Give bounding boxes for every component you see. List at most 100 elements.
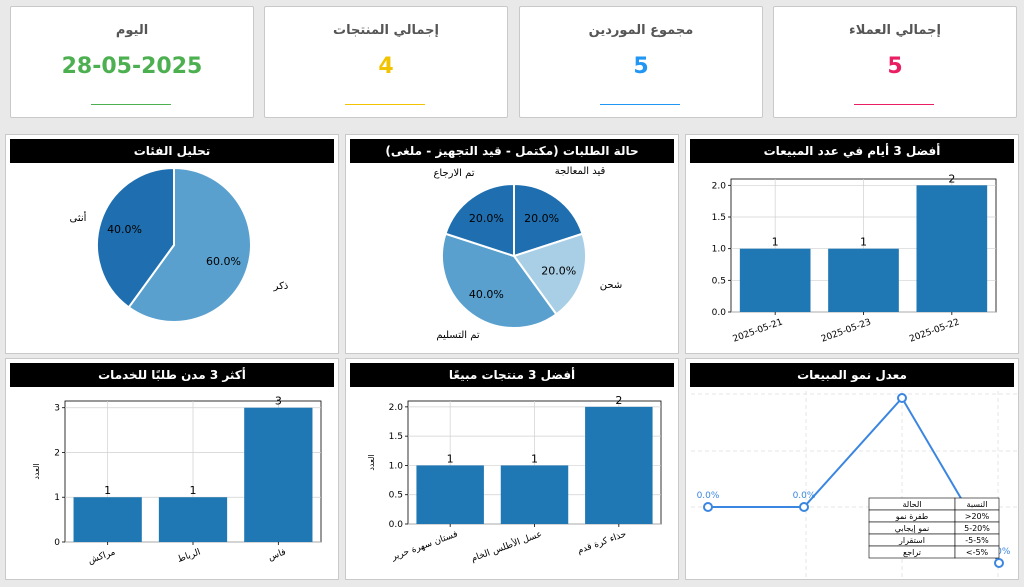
bar-value-label: 1 — [531, 452, 538, 465]
chart-top-days-bar: 0.0 0.5 1.0 1.5 2.0 1 2025-05-21 1 2025-05-23 2 20… — [712, 172, 997, 345]
stat-card-suppliers: مجموع الموردين 5 — [519, 6, 763, 118]
growth-line — [708, 396, 1000, 564]
y-tick-label: 2.0 — [389, 403, 404, 413]
stat-card-underline — [91, 104, 171, 105]
panel-title: تحليل الفئات — [10, 139, 334, 163]
pie-slice — [441, 232, 558, 329]
pie-category-label: أنثى — [70, 211, 87, 224]
pie-category-label: قيد المعالجة — [555, 166, 606, 177]
panel-order-status: 20.0% قيد المعالجة 20.0% شحن 40.0% تم التسليم… — [345, 134, 679, 354]
bar — [416, 465, 484, 524]
pie-slice — [127, 166, 252, 323]
y-tick-label: 2 — [54, 448, 60, 458]
stat-card-underline — [600, 104, 680, 105]
stat-card-underline — [854, 104, 934, 105]
y-tick-label: 0.5 — [712, 276, 726, 286]
bar — [158, 497, 228, 542]
y-tick-label: 0 — [54, 538, 60, 548]
bar — [828, 248, 899, 312]
x-tick-label: فستان سهرة حرير — [390, 529, 460, 563]
y-axis-label: العدد — [367, 454, 376, 470]
bar — [585, 406, 653, 524]
legend-table-text: نمو إيجابي — [895, 524, 929, 534]
legend-table-text: 5-20% — [964, 524, 990, 533]
stat-card-value: 5 — [887, 54, 903, 79]
legend-table-text: -5-5% — [965, 536, 989, 545]
x-tick-label: الرباط — [176, 547, 202, 565]
bar-value-label: 2 — [615, 394, 622, 407]
x-tick-label: 2025-05-23 — [820, 317, 873, 344]
x-tick-label: عسل الأطلس الخام — [469, 528, 543, 565]
chart-categories-pie: 60.0% ذكر 40.0% أنثى — [70, 166, 289, 323]
y-tick-label: 1.0 — [389, 461, 404, 471]
panel-top-cities: 0 1 2 3 1 مراكش 1 الرباط 3 فاس العدد أكثر 3 مدن طل… — [5, 358, 339, 580]
legend-table-text: النسبة — [967, 500, 988, 509]
stat-card-title: إجمالي المنتجات — [333, 23, 439, 38]
pie-value-label: 20.0% — [469, 212, 504, 225]
y-tick-label: 0.0 — [389, 520, 404, 530]
stat-card-value: 4 — [378, 54, 394, 79]
y-tick-label: 0.0 — [712, 308, 727, 318]
bar — [244, 407, 313, 542]
pie-category-label: شحن — [600, 280, 622, 291]
bar-value-label: 1 — [104, 484, 111, 497]
x-tick-label: 2025-05-22 — [908, 317, 961, 344]
y-tick-label: 0.5 — [389, 491, 403, 501]
legend-table-text: تراجع — [903, 548, 921, 557]
bar-value-label: 1 — [190, 484, 197, 497]
panel-title: أفضل 3 منتجات مبيعًا — [350, 363, 674, 387]
bar — [73, 497, 142, 542]
stat-card-title: إجمالي العملاء — [849, 23, 941, 38]
growth-point-label: 0.0% — [793, 491, 816, 501]
stat-card-underline — [345, 104, 425, 105]
growth-point — [799, 502, 809, 512]
growth-point — [994, 558, 1004, 568]
panel-categories: 60.0% ذكر 40.0% أنثى تحليل الفئات — [5, 134, 339, 354]
pie-slice — [444, 182, 515, 258]
y-axis-label: العدد — [32, 463, 41, 479]
pie-value-label: 40.0% — [107, 223, 142, 236]
legend-table-text: طفرة نمو — [895, 512, 929, 521]
x-tick-label: حذاء كرة قدم — [576, 529, 628, 556]
panel-top-days: 0.0 0.5 1.0 1.5 2.0 1 2025-05-21 1 2025-05-23 2 20… — [685, 134, 1019, 354]
bar-value-label: 1 — [772, 236, 779, 249]
pie-category-label: ذكر — [273, 281, 289, 292]
growth-point — [897, 393, 907, 403]
y-tick-label: 1.5 — [389, 432, 403, 442]
stat-card-title: اليوم — [115, 23, 149, 38]
legend-table-text: <-5% — [966, 548, 989, 557]
bar — [739, 248, 811, 312]
chart-order-status-pie: 20.0% قيد المعالجة 20.0% شحن 40.0% تم التسليم… — [433, 166, 622, 341]
pie-slice — [96, 166, 175, 309]
legend-table-text: >20% — [965, 512, 990, 521]
stat-card-value: 28-05-2025 — [61, 54, 203, 79]
growth-point-label: 0.0% — [697, 491, 720, 501]
legend-table-cell — [954, 545, 1000, 559]
stat-card-value: 5 — [633, 54, 649, 79]
x-tick-label: 2025-05-21 — [732, 317, 785, 344]
panel-title: أفضل 3 أيام في عدد المبيعات — [690, 139, 1014, 163]
stat-card-today: اليوم 28-05-2025 — [10, 6, 254, 118]
bar-value-label: 1 — [860, 236, 867, 249]
panel-title: حالة الطلبات (مكتمل - قيد التجهيز - ملغى… — [350, 139, 674, 163]
stat-card-products: إجمالي المنتجات 4 — [264, 6, 508, 118]
pie-value-label: 20.0% — [524, 212, 559, 225]
growth-point — [703, 502, 713, 512]
bar-value-label: 1 — [447, 452, 454, 465]
y-tick-label: 2.0 — [712, 181, 727, 191]
stat-card-title: مجموع الموردين — [588, 23, 694, 38]
stat-card-customers: إجمالي العملاء 5 — [773, 6, 1017, 118]
bar-value-label: 3 — [275, 395, 282, 408]
pie-value-label: 40.0% — [469, 288, 504, 301]
bar-value-label: 2 — [948, 172, 955, 185]
x-tick-label: مراكش — [87, 547, 117, 566]
pie-value-label: 60.0% — [206, 255, 241, 268]
y-tick-label: 3 — [54, 404, 60, 414]
bar — [916, 185, 988, 312]
legend-table-text: الحالة — [903, 500, 922, 509]
y-tick-label: 1 — [54, 493, 60, 503]
bar — [500, 465, 569, 524]
y-tick-label: 1.0 — [712, 245, 727, 255]
